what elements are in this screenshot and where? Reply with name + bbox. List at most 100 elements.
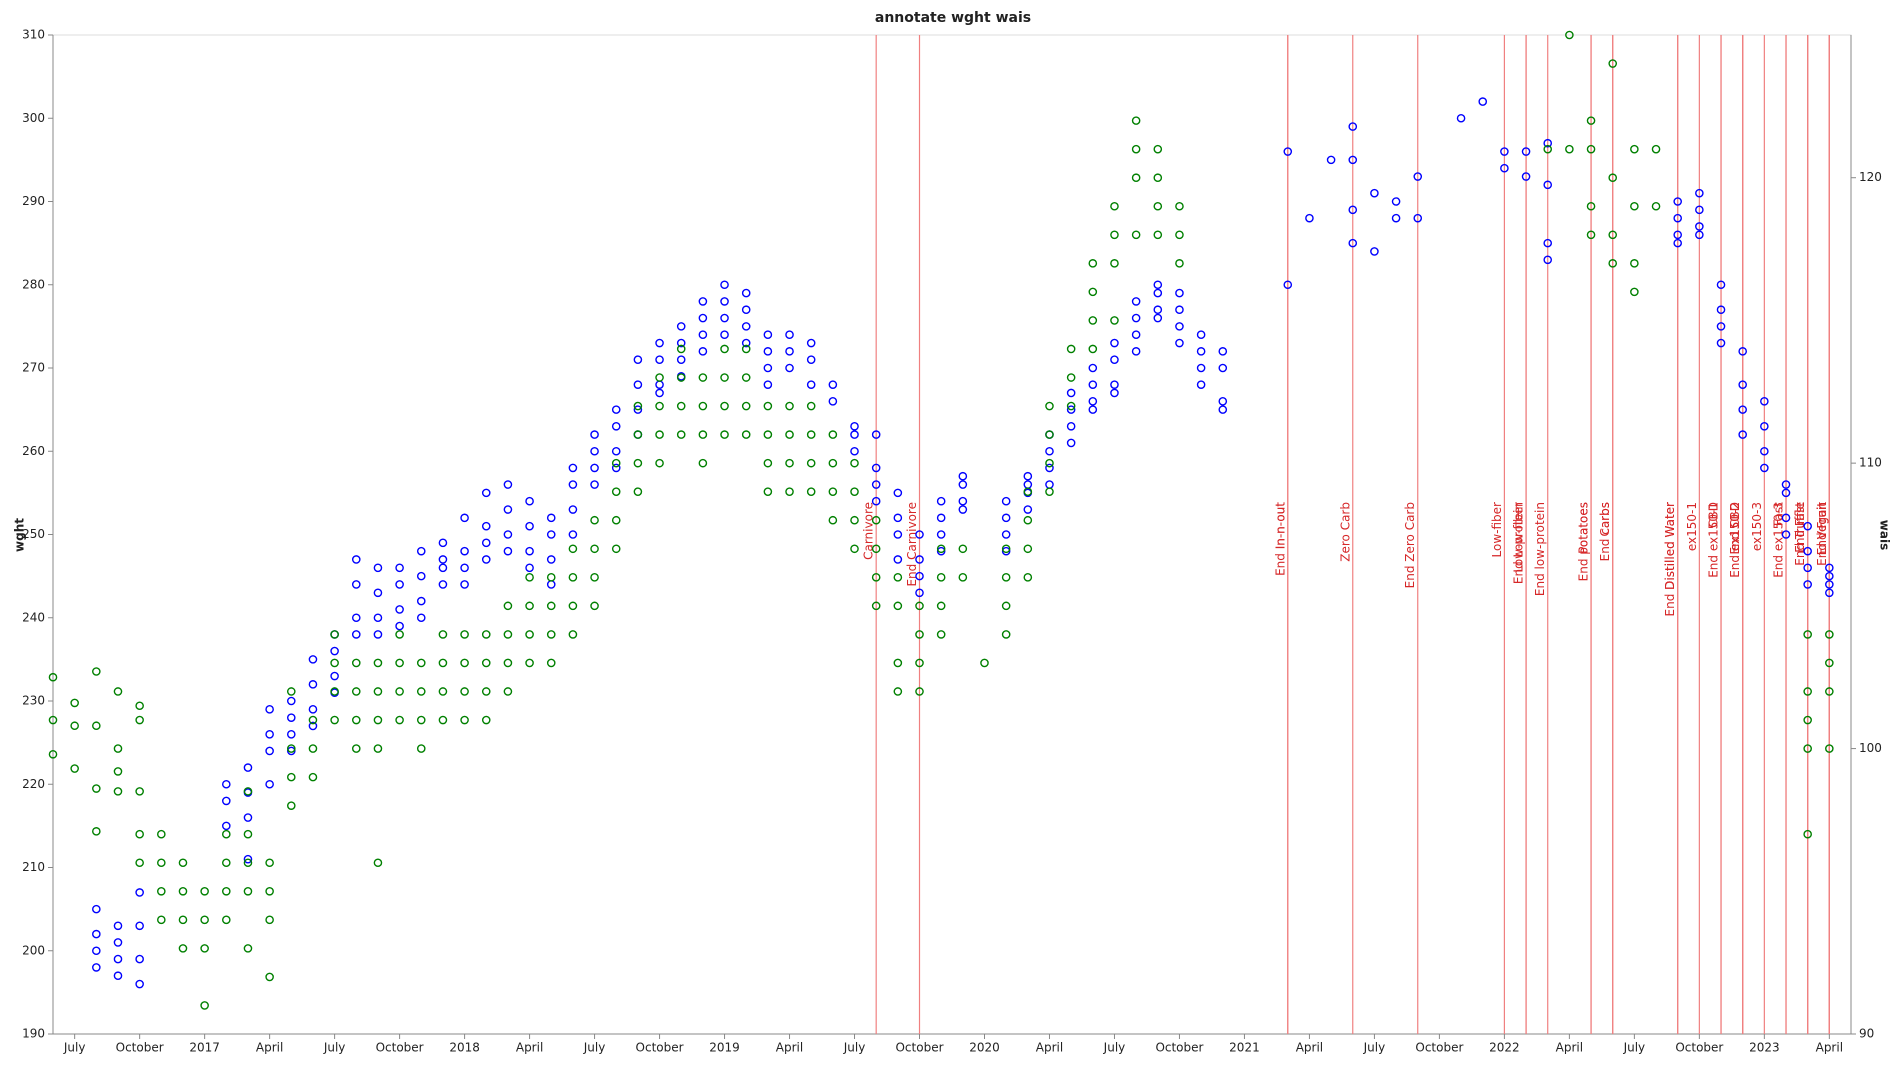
point [850,430,859,439]
point [308,715,318,725]
point [633,458,643,468]
point [1110,380,1119,389]
annotation-label: Fruit [1815,502,1829,529]
point [893,513,903,523]
point [546,658,556,668]
point [893,601,903,611]
point [503,687,513,696]
point [1738,380,1747,389]
point [915,555,924,564]
annotation-label: Fast [1772,502,1786,526]
point [460,546,469,556]
point [92,827,101,836]
point [741,344,751,354]
point [243,886,253,896]
point [330,646,339,656]
point [1825,744,1834,753]
point [611,515,621,525]
y-tick-label: 210 [22,860,45,874]
point [416,687,426,696]
point [1088,259,1098,268]
point [460,687,469,696]
point [1153,288,1163,298]
point [481,555,491,564]
point [741,288,751,298]
point [871,430,881,439]
point [351,630,361,639]
point [1153,313,1163,323]
point [265,746,274,756]
annotation-label: ex150-2 [1728,502,1742,551]
point [135,787,144,796]
point [265,915,274,925]
y-axis-label: wght [13,518,27,552]
point [373,630,383,639]
point [893,488,903,498]
point [1110,338,1119,348]
point [308,680,318,689]
annotation-label: ex150-1 [1685,502,1699,551]
point [850,421,859,431]
point [503,658,513,668]
point [590,544,599,554]
point [850,544,859,554]
point [1586,230,1596,240]
point [611,421,621,431]
x-tick-label: April [776,1041,803,1055]
point [568,480,578,489]
point [1088,363,1098,373]
point [1803,546,1812,556]
point [1391,197,1401,206]
point [1673,213,1682,223]
point [135,858,144,868]
annotation-label: Distilled Water [1663,502,1677,590]
point [763,487,773,496]
point [1543,144,1553,154]
point [525,521,534,531]
point [1803,687,1812,696]
point [157,915,166,925]
point [828,487,838,496]
x-tick-label: 2021 [1229,1041,1260,1055]
point [1001,544,1011,554]
point [1023,505,1033,514]
point [1110,316,1119,325]
point [785,401,794,411]
point [438,538,448,548]
point [308,721,318,731]
point [568,505,578,514]
point [1023,487,1033,496]
point [1088,405,1098,414]
point [1456,113,1466,123]
point [568,530,578,539]
point [568,544,578,554]
point [265,886,274,896]
point [676,322,686,331]
point [1651,144,1661,154]
point [286,746,296,756]
point [308,655,318,664]
point [1283,147,1293,156]
point [1781,530,1791,539]
point [243,787,253,796]
point [698,313,708,323]
point [395,715,404,725]
point [1023,573,1033,582]
annotation-label: Vegan [1815,502,1829,539]
point [178,886,188,896]
point [416,658,426,668]
point [48,672,58,682]
point [1760,446,1769,456]
point [525,630,534,639]
point [1348,205,1358,215]
point [330,671,339,681]
point [1023,480,1033,489]
annotation-label: CBD [1707,502,1721,528]
point [915,687,924,696]
annotation-label: End ex150-2 [1728,502,1742,578]
y-tick-label: 230 [22,694,45,708]
point [850,458,859,468]
point [395,621,404,631]
point [936,630,946,639]
point [936,530,946,539]
